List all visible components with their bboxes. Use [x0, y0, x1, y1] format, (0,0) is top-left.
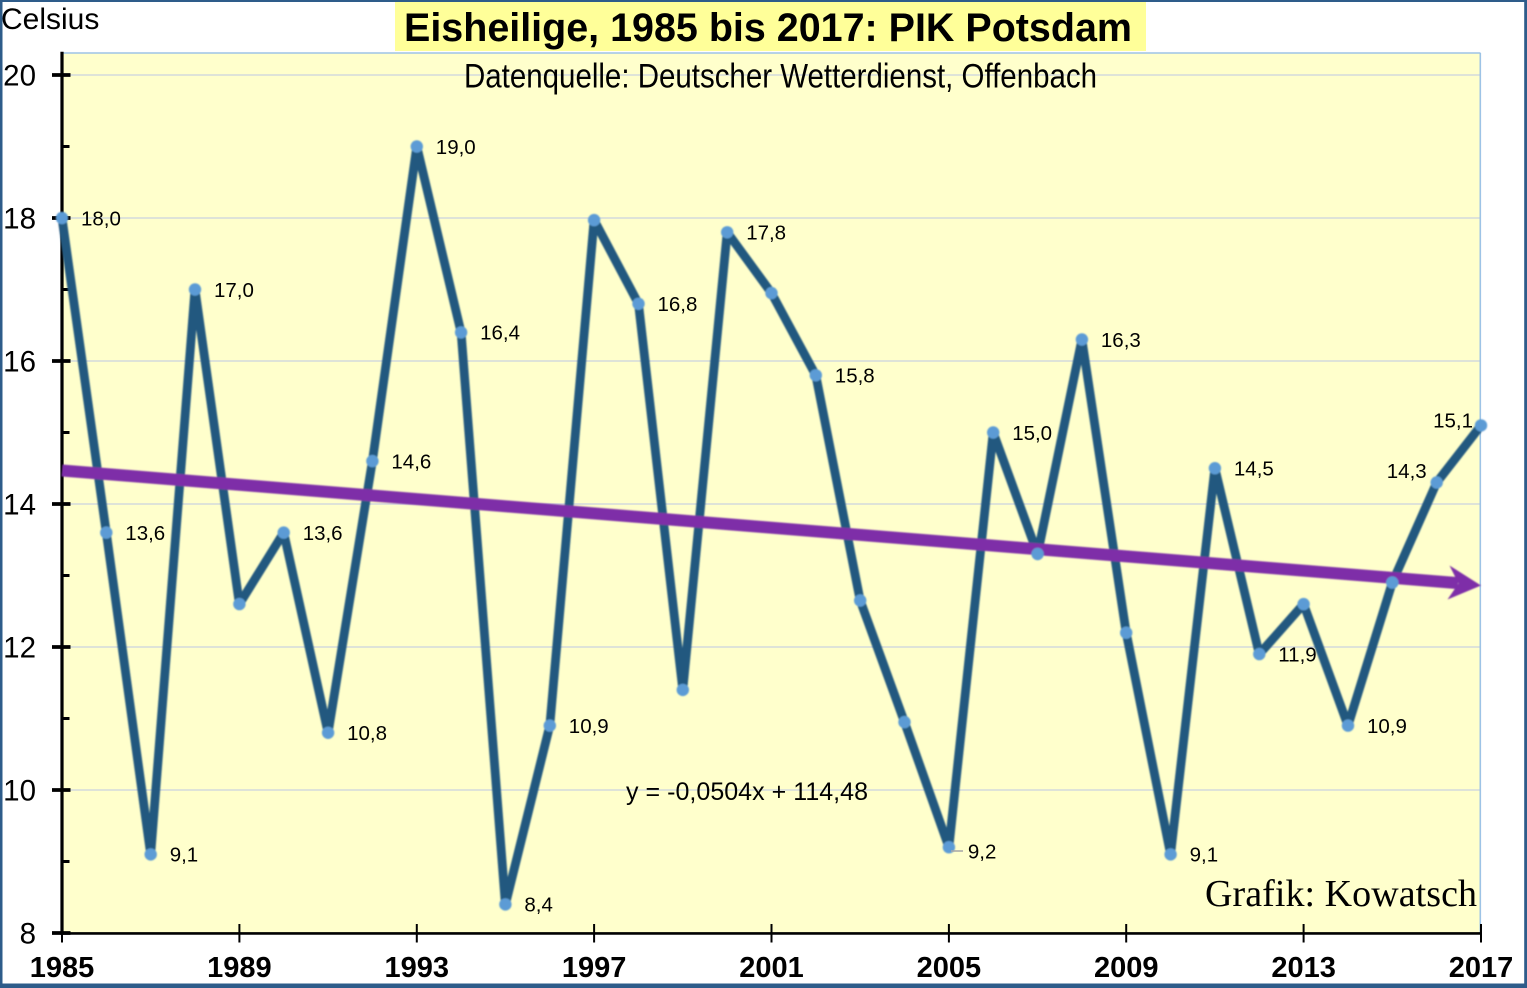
svg-text:14,3: 14,3 [1387, 460, 1427, 483]
svg-text:17,8: 17,8 [746, 222, 786, 245]
svg-text:10,8: 10,8 [347, 722, 387, 745]
svg-text:16,3: 16,3 [1101, 329, 1141, 352]
svg-text:20: 20 [3, 59, 36, 92]
svg-text:2001: 2001 [739, 952, 804, 984]
svg-text:16,8: 16,8 [658, 293, 698, 316]
svg-text:1993: 1993 [385, 952, 450, 984]
svg-text:14,5: 14,5 [1234, 458, 1274, 481]
svg-text:Celsius: Celsius [1, 3, 99, 36]
svg-text:2017: 2017 [1449, 952, 1514, 984]
svg-text:8,4: 8,4 [524, 894, 553, 917]
svg-text:Datenquelle: Deutscher Wetterd: Datenquelle: Deutscher Wetterdienst, Off… [464, 58, 1097, 96]
svg-text:14,6: 14,6 [391, 450, 431, 473]
svg-text:14: 14 [3, 488, 36, 521]
svg-text:16,4: 16,4 [480, 322, 520, 345]
svg-text:19,0: 19,0 [436, 136, 476, 159]
svg-text:18: 18 [3, 202, 36, 235]
svg-text:13,6: 13,6 [125, 522, 165, 545]
svg-text:10,9: 10,9 [1367, 715, 1407, 738]
svg-text:18,0: 18,0 [81, 207, 121, 230]
svg-text:1985: 1985 [30, 952, 95, 984]
svg-text:Grafik: Kowatsch: Grafik: Kowatsch [1205, 873, 1477, 915]
svg-text:16: 16 [3, 345, 36, 378]
svg-text:1989: 1989 [207, 952, 272, 984]
svg-text:10,9: 10,9 [569, 715, 609, 738]
svg-text:15,1: 15,1 [1433, 410, 1473, 433]
svg-text:Eisheilige, 1985 bis 2017: PIK: Eisheilige, 1985 bis 2017: PIK Potsdam [404, 6, 1132, 50]
svg-text:1997: 1997 [562, 952, 627, 984]
svg-text:2009: 2009 [1094, 952, 1159, 984]
svg-text:11,9: 11,9 [1278, 643, 1316, 666]
svg-text:15,0: 15,0 [1012, 422, 1052, 445]
svg-text:17,0: 17,0 [214, 279, 254, 302]
svg-text:15,8: 15,8 [835, 365, 875, 388]
svg-text:9,2: 9,2 [968, 841, 997, 864]
svg-text:9,1: 9,1 [170, 844, 199, 867]
svg-text:8: 8 [20, 917, 36, 950]
svg-text:9,1: 9,1 [1190, 844, 1219, 867]
svg-text:12: 12 [3, 631, 36, 664]
svg-text:13,6: 13,6 [303, 522, 343, 545]
svg-text:10: 10 [3, 774, 36, 807]
svg-text:y = -0,0504x + 114,48: y = -0,0504x + 114,48 [626, 778, 868, 806]
svg-text:2013: 2013 [1271, 952, 1336, 984]
svg-text:2005: 2005 [917, 952, 982, 984]
